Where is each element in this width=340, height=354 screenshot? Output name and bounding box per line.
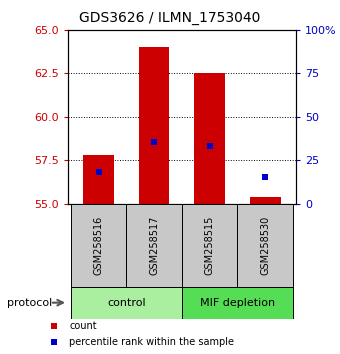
Bar <box>194 73 225 204</box>
Bar <box>126 204 182 287</box>
Text: GSM258530: GSM258530 <box>260 216 270 275</box>
Bar <box>139 47 169 204</box>
Text: control: control <box>107 298 146 308</box>
Bar <box>182 204 237 287</box>
Text: GSM258516: GSM258516 <box>94 216 104 275</box>
Text: GDS3626 / ILMN_1753040: GDS3626 / ILMN_1753040 <box>79 11 261 25</box>
Text: protocol: protocol <box>7 298 52 308</box>
Text: percentile rank within the sample: percentile rank within the sample <box>69 337 234 347</box>
Text: GSM258517: GSM258517 <box>149 216 159 275</box>
Bar <box>250 198 280 204</box>
Bar <box>237 204 293 287</box>
Text: GSM258515: GSM258515 <box>205 216 215 275</box>
Bar <box>71 287 182 319</box>
Text: MIF depletion: MIF depletion <box>200 298 275 308</box>
Text: count: count <box>69 321 97 331</box>
Bar <box>182 287 293 319</box>
Bar <box>71 204 126 287</box>
Bar <box>83 155 114 204</box>
